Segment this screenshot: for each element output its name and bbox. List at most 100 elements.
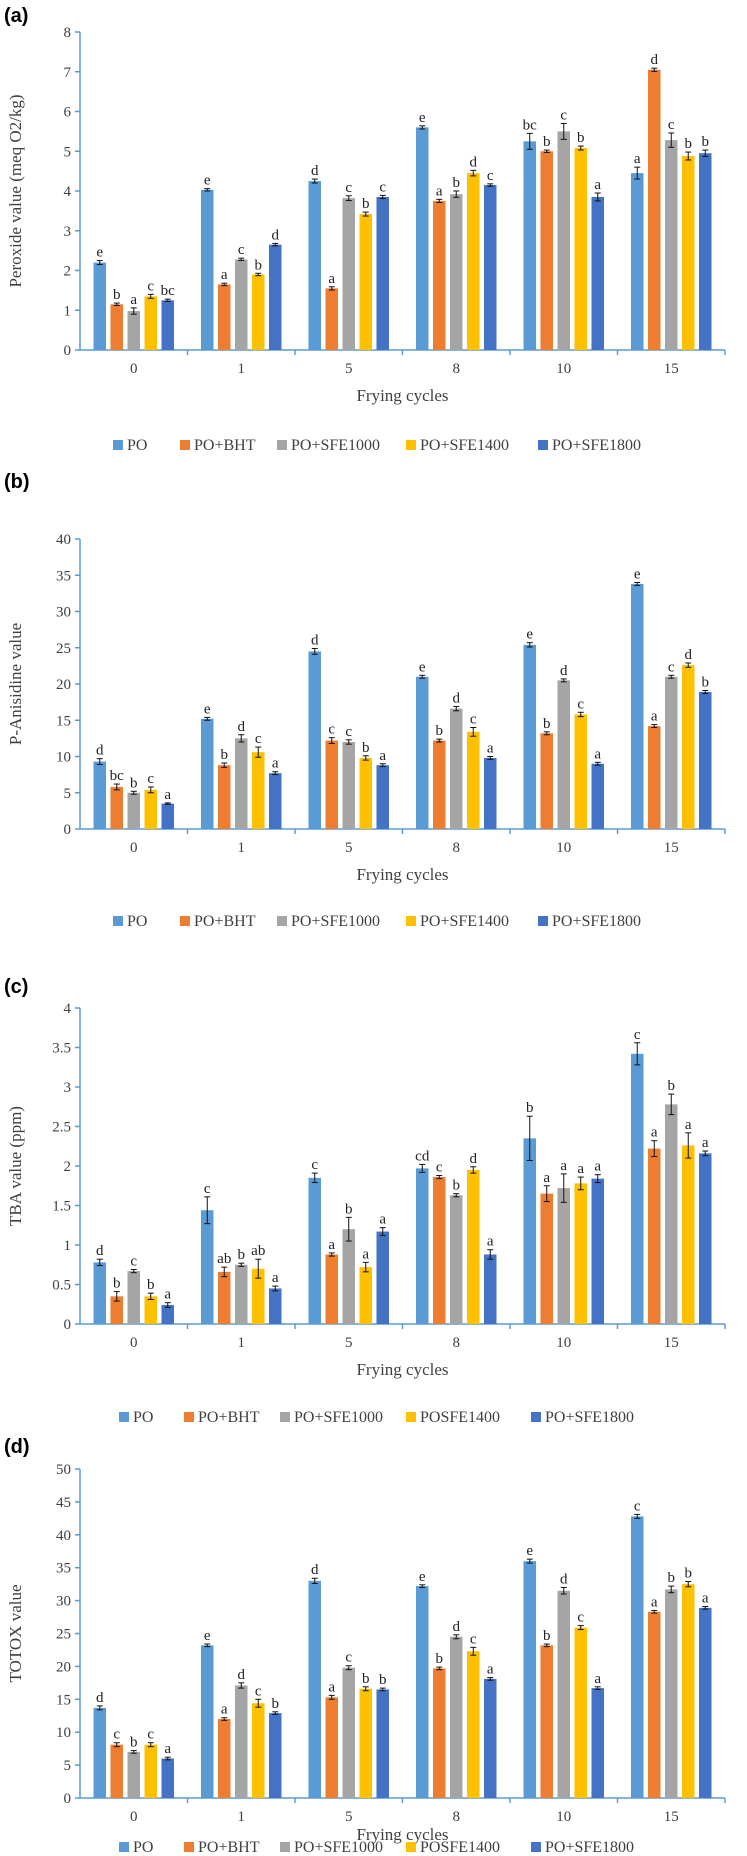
y-tick-label: 2: [64, 1159, 72, 1175]
y-tick-label: 5: [64, 144, 72, 160]
legend-label: PO: [133, 1839, 153, 1856]
bar: [648, 1611, 661, 1798]
bar: [665, 140, 678, 350]
bar: [467, 1651, 480, 1798]
significance-label: c: [487, 168, 494, 184]
significance-label: d: [560, 663, 568, 679]
x-axis-title: Frying cycles: [356, 1360, 448, 1379]
significance-label: a: [436, 183, 443, 199]
bar: [235, 1685, 248, 1798]
significance-label: b: [453, 1178, 461, 1194]
bar: [252, 1268, 265, 1324]
significance-label: b: [453, 175, 461, 191]
panel-label: (b): [4, 471, 30, 493]
y-tick-label: 20: [56, 677, 71, 693]
significance-label: c: [113, 1727, 120, 1743]
bar: [484, 1678, 497, 1798]
legend-swatch: [531, 1412, 541, 1422]
legend-swatch: [538, 916, 548, 926]
x-tick-label: 0: [130, 1335, 138, 1351]
significance-label: e: [526, 627, 533, 643]
significance-label: ab: [251, 1243, 265, 1259]
y-tick-label: 20: [56, 1659, 71, 1675]
x-tick-label: 1: [238, 361, 246, 377]
significance-label: d: [272, 227, 280, 243]
significance-label: d: [238, 719, 246, 735]
panel-label: (a): [4, 5, 28, 27]
significance-label: b: [130, 775, 138, 791]
significance-label: e: [634, 567, 641, 583]
bar: [523, 1138, 536, 1324]
bar: [523, 141, 536, 350]
bar: [467, 731, 480, 829]
bar: [450, 708, 463, 829]
bar: [699, 691, 712, 829]
x-tick-label: 10: [556, 361, 571, 377]
significance-label: a: [594, 177, 601, 193]
y-tick-label: 6: [64, 105, 72, 121]
bar: [631, 583, 644, 829]
significance-label: a: [130, 292, 137, 308]
significance-label: a: [221, 1702, 228, 1718]
bar: [110, 786, 123, 829]
bar: [682, 665, 695, 829]
significance-label: a: [651, 1594, 658, 1610]
legend-label: PO+SFE1800: [552, 913, 641, 930]
legend-swatch: [406, 440, 416, 450]
legend-swatch: [280, 1842, 290, 1852]
x-tick-label: 5: [345, 361, 353, 377]
significance-label: d: [453, 1619, 461, 1635]
significance-label: d: [96, 743, 104, 759]
legend-swatch: [113, 916, 123, 926]
significance-label: b: [436, 723, 444, 739]
y-tick-label: 10: [56, 750, 71, 766]
significance-label: d: [651, 52, 659, 68]
x-tick-label: 0: [130, 840, 138, 856]
bar: [308, 181, 321, 350]
legend-swatch: [406, 916, 416, 926]
significance-label: b: [436, 1651, 444, 1667]
x-axis-title: Frying cycles: [356, 865, 448, 884]
significance-label: a: [272, 1270, 279, 1286]
legend-label: PO+BHT: [194, 913, 256, 930]
legend-swatch: [119, 1412, 129, 1422]
significance-label: d: [311, 632, 319, 648]
significance-label: a: [634, 151, 641, 167]
panel-label: (c): [4, 976, 28, 998]
y-tick-label: 7: [64, 65, 72, 81]
significance-label: a: [685, 1117, 692, 1133]
y-tick-label: 1: [64, 303, 72, 319]
significance-label: b: [345, 1201, 353, 1217]
significance-label: a: [577, 1161, 584, 1177]
bar: [376, 1689, 389, 1798]
bar: [325, 740, 338, 829]
significance-label: b: [543, 134, 551, 150]
y-tick-label: 15: [56, 713, 71, 729]
significance-label: b: [526, 1100, 534, 1116]
legend: PO PO+BHT PO+SFE1000 POSFE1400 PO+SFE1800: [119, 1409, 634, 1426]
significance-label: a: [651, 709, 658, 725]
bar: [201, 1645, 214, 1798]
legend-swatch: [180, 916, 190, 926]
significance-label: d: [453, 690, 461, 706]
legend-swatch: [277, 440, 287, 450]
bar: [93, 262, 106, 350]
significance-label: b: [272, 1696, 280, 1712]
significance-label: c: [147, 278, 154, 294]
significance-label: d: [470, 1151, 478, 1167]
y-tick-label: 5: [64, 786, 72, 802]
bar: [416, 676, 429, 829]
x-axis-title: Frying cycles: [356, 1825, 448, 1844]
significance-label: a: [328, 271, 335, 287]
significance-label: e: [419, 1569, 426, 1585]
bar: [161, 1305, 174, 1324]
bar: [144, 1296, 157, 1324]
significance-label: a: [594, 1159, 601, 1175]
y-axis-title: Peroxide value (meq O2/kg): [6, 94, 25, 287]
significance-label: b: [577, 130, 585, 146]
legend-swatch: [406, 1842, 416, 1852]
x-axis-title: Frying cycles: [356, 386, 448, 405]
y-axis-title: TOTOX value: [6, 1584, 25, 1682]
bar: [433, 740, 446, 829]
